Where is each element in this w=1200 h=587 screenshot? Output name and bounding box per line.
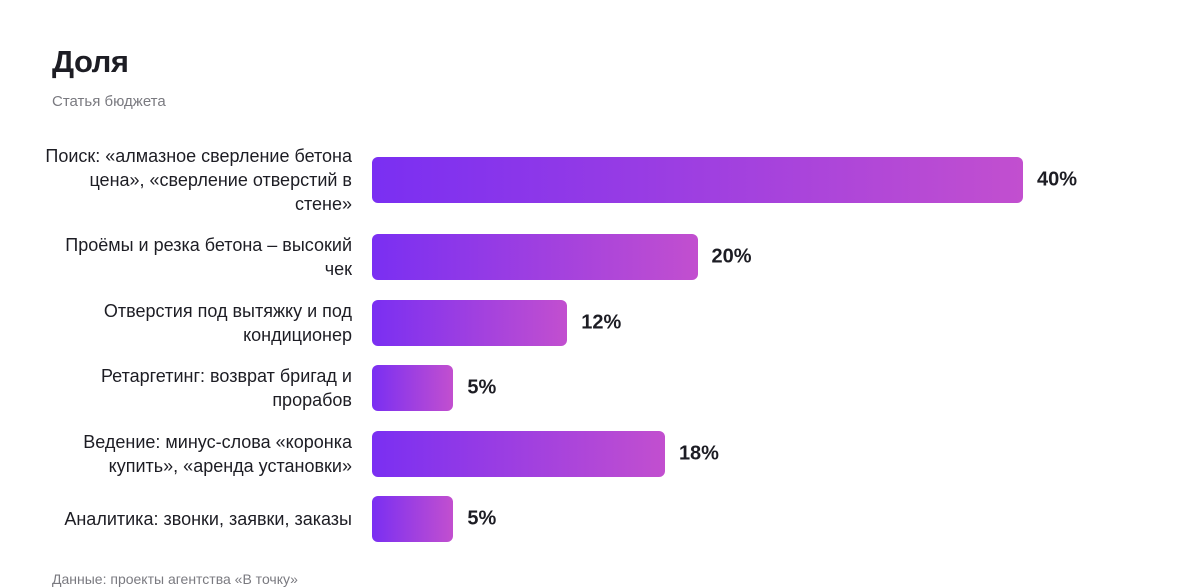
category-label: Ретаргетинг: возврат бригад и прорабов [100, 366, 352, 410]
bar [372, 234, 698, 280]
chart-subtitle: Статья бюджета [52, 93, 166, 110]
bar [372, 365, 454, 411]
value-label: 12% [581, 311, 622, 334]
category-label: Ведение: минус-слова «коронка купить», «… [83, 432, 352, 476]
bar [372, 300, 568, 346]
source-note: Данные: проекты агентства «В точку» [52, 571, 298, 587]
category-label: Поиск: «алмазное сверление бетона цена»,… [45, 146, 352, 214]
value-label: 20% [711, 245, 752, 268]
value-label: 40% [1037, 168, 1078, 191]
value-label: 5% [467, 507, 497, 530]
bar [372, 496, 454, 542]
chart-title: Доля [52, 44, 129, 79]
value-label: 5% [467, 376, 497, 399]
category-label: Отверстия под вытяжку и под кондиционер [103, 301, 352, 345]
category-label: Аналитика: звонки, заявки, заказы [64, 509, 352, 529]
value-label: 18% [678, 442, 719, 465]
bar [372, 157, 1023, 203]
category-label: Проёмы и резка бетона – высокий чек [65, 235, 352, 279]
bar [372, 431, 665, 477]
